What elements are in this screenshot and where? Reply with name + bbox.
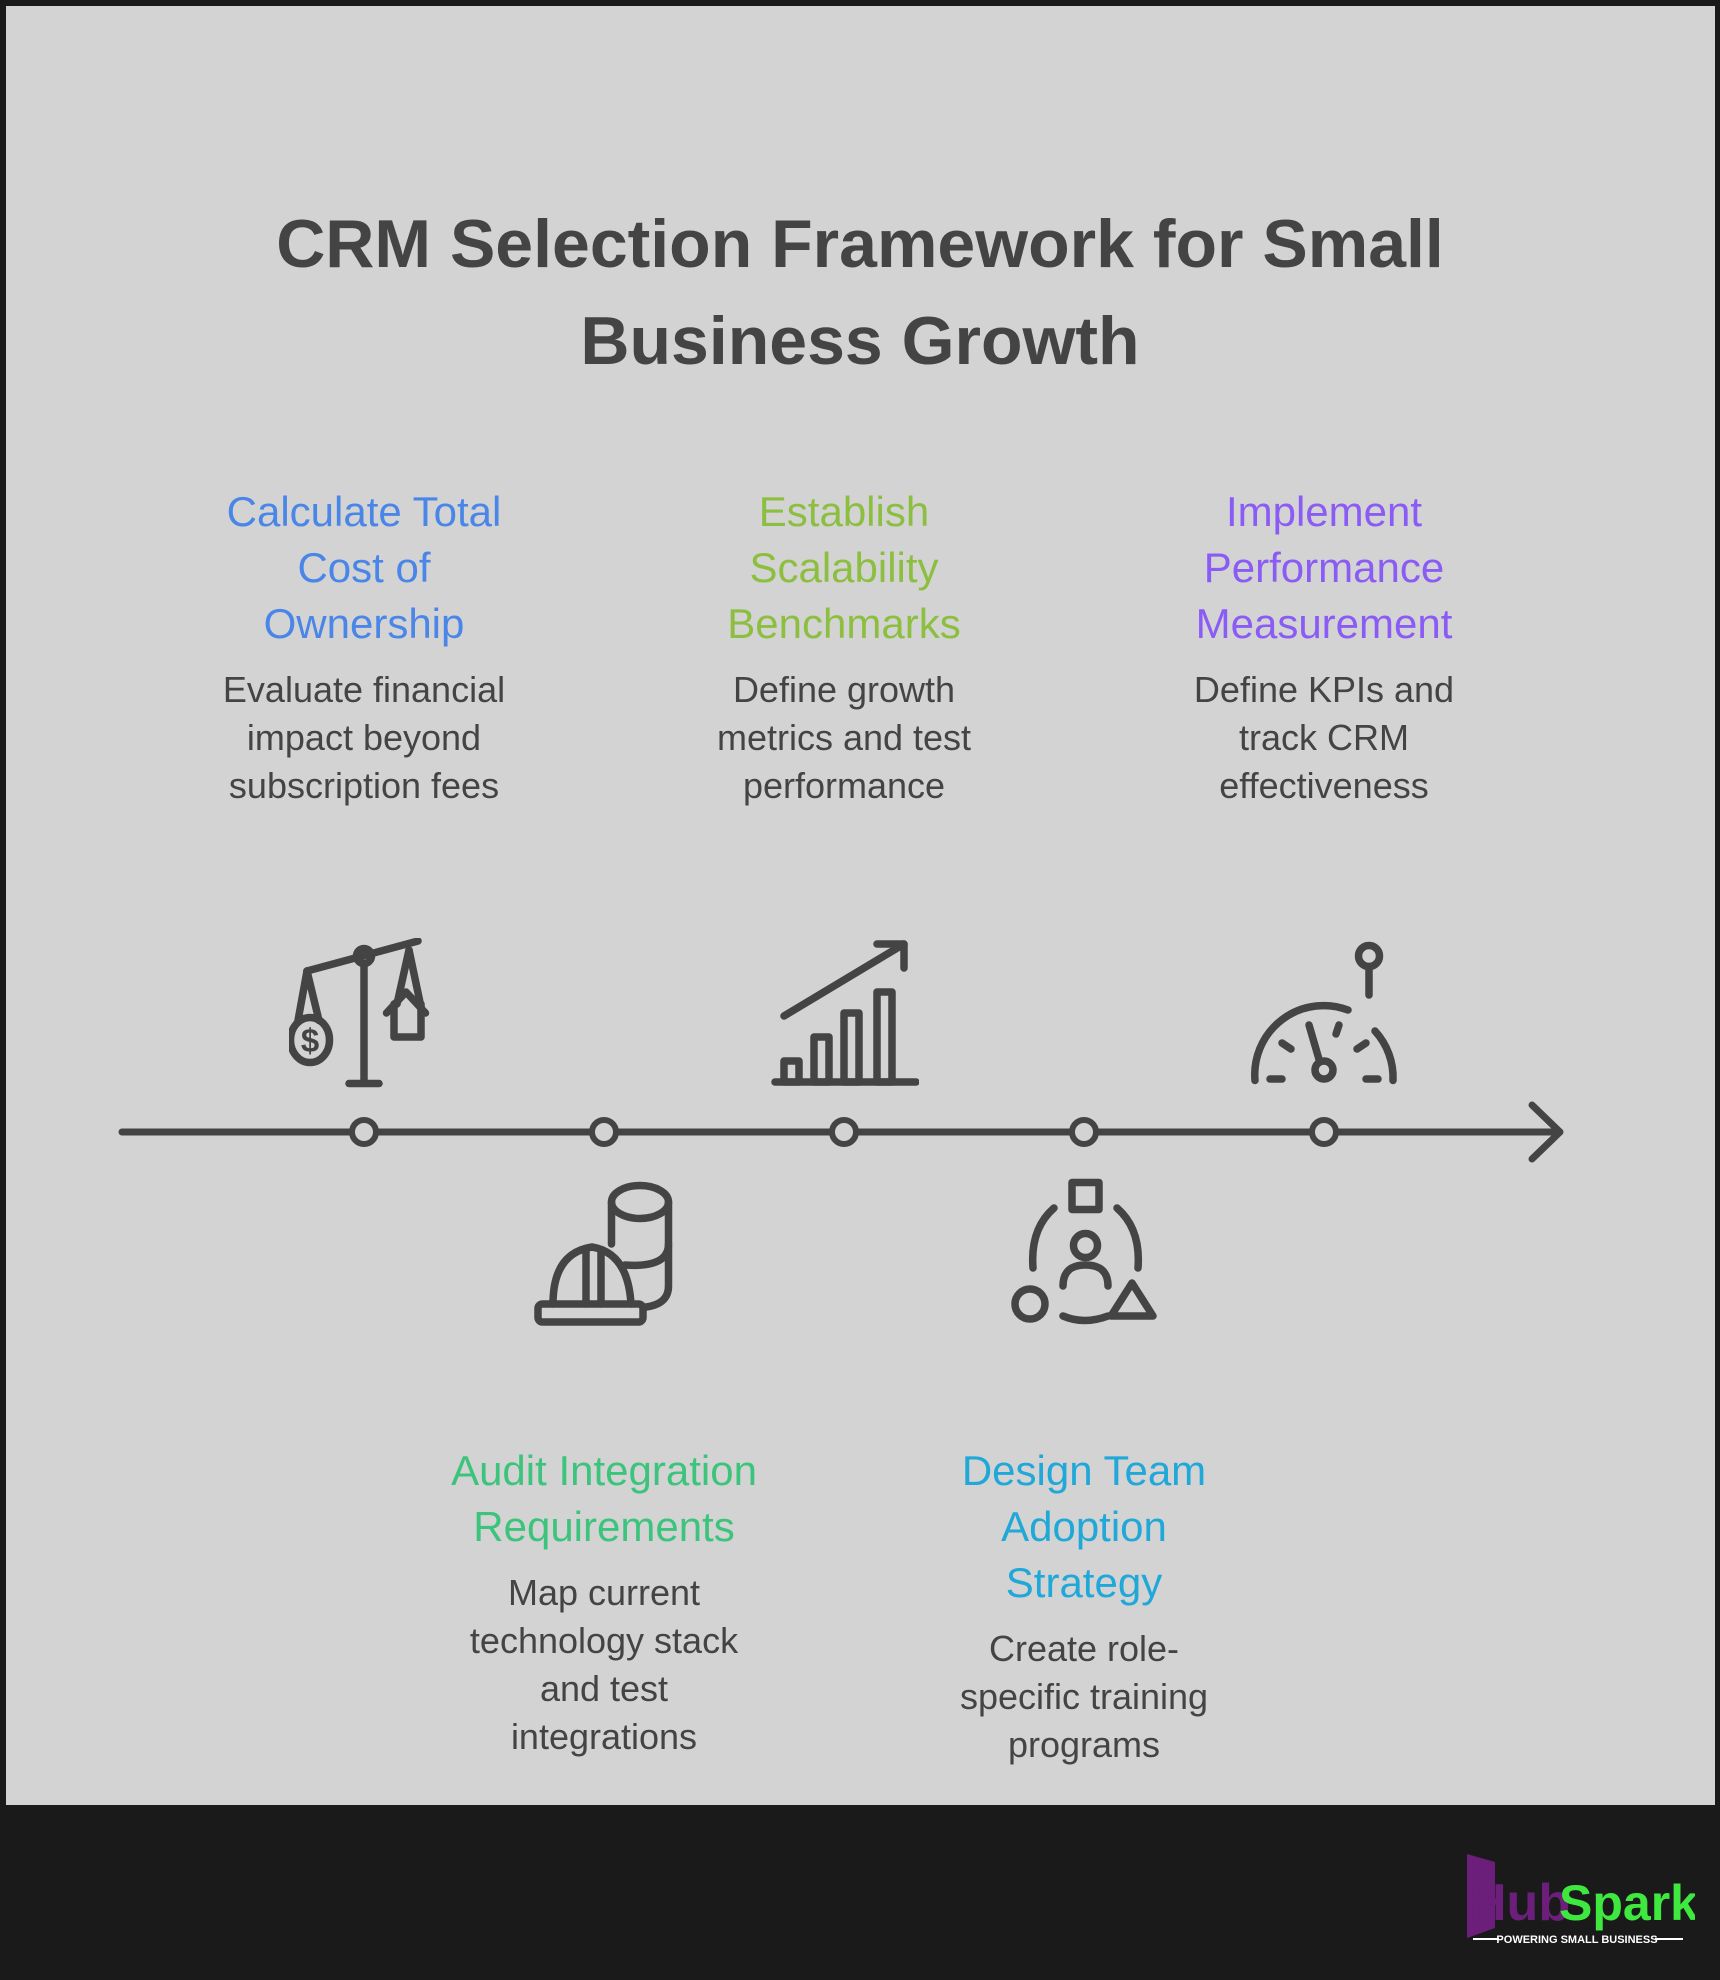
step-description: Evaluate financial impact beyond subscri…: [222, 669, 506, 806]
logo-text-spark: Spark: [1559, 1875, 1695, 1931]
svg-text:$: $: [301, 1022, 319, 1059]
step-description: Define growth metrics and test performan…: [716, 669, 972, 806]
hardhat-database-icon: [529, 1178, 679, 1328]
infographic-panel: [6, 6, 1715, 1805]
step-heading: Design Team Adoption Strategy: [961, 1447, 1207, 1606]
page-title: CRM Selection Framework for Small Busine…: [276, 206, 1444, 379]
step-heading: Establish Scalability Benchmarks: [727, 488, 961, 647]
hubspark-logo: Hub Spark POWERING SMALL BUSINESS: [1465, 1848, 1698, 1958]
step-scalability-benchmarks: Establish Scalability Benchmarks Define …: [634, 484, 1054, 810]
growth-chart-icon: [769, 938, 920, 1088]
step-description: Define KPIs and track CRM effectiveness: [1193, 669, 1455, 806]
logo-text-hub: Hub: [1469, 1874, 1570, 1932]
step-heading: Audit Integration Requirements: [451, 1447, 757, 1550]
step-heading: Implement Performance Measurement: [1195, 488, 1453, 647]
step-description: Map current technology stack and test in…: [469, 1572, 739, 1757]
step-audit-integration: Audit Integration Requirements Map curre…: [394, 1443, 814, 1761]
step-team-adoption: Design Team Adoption Strategy Create rol…: [874, 1443, 1294, 1769]
logo-tagline: POWERING SMALL BUSINESS: [1496, 1934, 1657, 1946]
gauge-icon: [1249, 938, 1399, 1088]
scale-dollar-house-icon: $: [286, 937, 439, 1088]
step-performance-measurement: Implement Performance Measurement Define…: [1114, 484, 1534, 810]
step-calculate-tco: Calculate Total Cost of Ownership Evalua…: [154, 484, 574, 810]
step-heading: Calculate Total Cost of Ownership: [226, 488, 502, 647]
step-description: Create role- specific training programs: [959, 1628, 1209, 1765]
team-roles-icon: [1009, 1178, 1159, 1328]
